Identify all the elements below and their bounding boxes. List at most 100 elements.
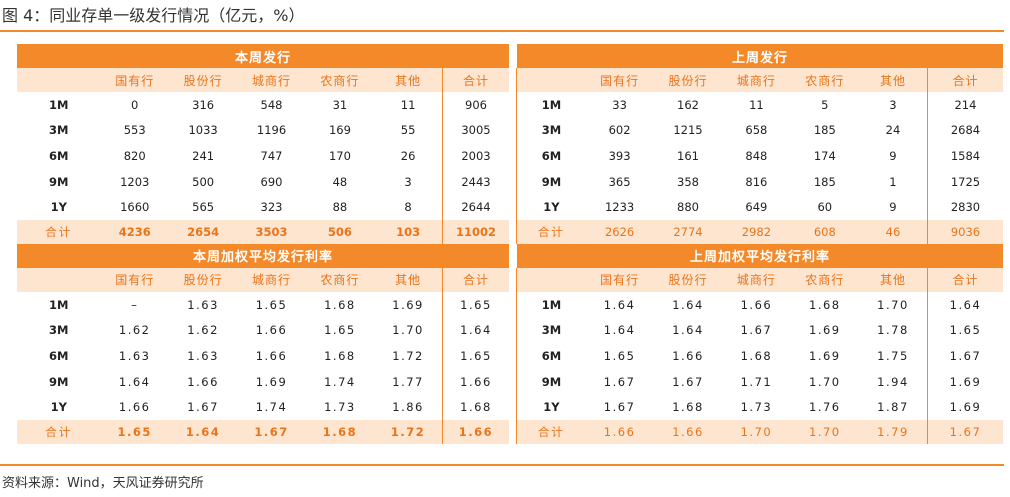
row-label: 6M — [49, 348, 69, 363]
table-row: 6M 820 241 747 170 26 2003 6M 393 161 848 174 9 1584 — [17, 143, 1003, 169]
value-cell: 1.69 — [255, 374, 288, 389]
value-cell: 9 — [889, 200, 897, 215]
value-cell: 1.68 — [324, 348, 356, 363]
value-cell: 1.77 — [392, 374, 424, 389]
value-cell: 241 — [192, 148, 215, 163]
value-cell: 365 — [608, 174, 631, 189]
value-cell: 1.64 — [603, 297, 636, 312]
column-header-blank — [516, 267, 586, 292]
column-header: 其他 — [859, 68, 928, 92]
value-cell: 906 — [442, 92, 509, 118]
column-header: 合计 — [442, 267, 509, 292]
table-row: 9M 1203 500 690 48 3 2443 9M 365 358 816 185 1 1725 — [17, 168, 1003, 195]
column-header: 股份行 — [168, 68, 238, 92]
value-cell: 358 — [677, 174, 699, 189]
value-cell: 1.67 — [926, 343, 1003, 369]
total-value: 46 — [859, 219, 928, 244]
value-cell: 1.69 — [926, 368, 1003, 395]
value-cell: 1033 — [188, 123, 218, 138]
value-cell: 1203 — [120, 174, 150, 189]
total-value: 103 — [374, 219, 443, 244]
column-header: 股份行 — [168, 267, 238, 292]
section-header-this-week: 本周发行 — [17, 44, 509, 68]
value-cell: 2003 — [442, 143, 509, 169]
value-cell: 649 — [745, 200, 768, 215]
value-cell: 1.67 — [672, 374, 704, 389]
value-cell: 1.69 — [809, 348, 841, 363]
value-cell: 1.66 — [187, 374, 219, 389]
total-label: 合计 — [516, 419, 586, 444]
total-value: 1.70 — [722, 419, 791, 444]
row-label: 1Y — [516, 394, 586, 420]
value-cell: 1.69 — [926, 394, 1003, 420]
row-label: 1Y — [516, 194, 586, 220]
value-cell: 8 — [404, 200, 412, 215]
total-row: 合计 1.65 1.64 1.67 1.68 1.72 1.66 合计 1.66 1.66 1.70… — [17, 419, 1003, 444]
value-cell: 88 — [332, 200, 348, 215]
column-header: 其他 — [859, 267, 928, 292]
value-cell: 1.66 — [442, 368, 509, 395]
value-cell: 500 — [192, 174, 215, 189]
total-value: 608 — [790, 219, 860, 244]
row-label: 3M — [516, 117, 586, 144]
total-label: 合计 — [17, 219, 101, 244]
value-cell: 1.75 — [877, 348, 909, 363]
value-cell: 816 — [745, 174, 768, 189]
table-row: 9M 1.64 1.66 1.69 1.74 1.77 1.66 9M 1.67 1.67 1.71… — [17, 368, 1003, 395]
value-cell: 393 — [608, 148, 631, 163]
row-label: 6M — [49, 148, 69, 163]
total-value: 3503 — [237, 219, 306, 244]
source-note: 资料来源：Wind，天风证券研究所 — [2, 476, 204, 491]
column-header: 农商行 — [790, 267, 860, 292]
value-cell: 1.65 — [926, 317, 1003, 344]
value-cell: 214 — [926, 92, 1003, 118]
row-label: 1Y — [50, 200, 67, 215]
value-cell: 60 — [817, 200, 833, 215]
value-cell: 880 — [677, 200, 699, 215]
column-header: 城商行 — [722, 267, 791, 292]
value-cell: 1.64 — [118, 374, 151, 389]
gap-cell — [508, 44, 517, 68]
section-header-last-week: 上周加权平均发行利率 — [516, 243, 1003, 268]
value-cell: 1196 — [256, 123, 287, 138]
column-header: 股份行 — [653, 267, 723, 292]
total-value: 1.67 — [237, 419, 306, 444]
total-value: 1.65 — [100, 419, 169, 444]
total-value: 9036 — [926, 219, 1003, 244]
gap-cell — [508, 267, 517, 292]
value-cell: 1.62 — [118, 323, 151, 338]
value-cell: 1.67 — [187, 400, 219, 415]
value-cell: 1.68 — [740, 348, 773, 363]
value-cell: 1.74 — [255, 400, 288, 415]
column-header: 国有行 — [100, 68, 169, 92]
value-cell: 1.66 — [672, 348, 704, 363]
total-label: 合计 — [516, 219, 586, 244]
row-label: 6M — [516, 343, 586, 369]
row-label: 9M — [516, 368, 586, 395]
table-row: 1M 0 316 548 31 11 906 1M 33 162 11 5 3 214 — [17, 92, 1003, 118]
total-value: 1.70 — [790, 419, 860, 444]
column-header: 城商行 — [237, 267, 306, 292]
total-value: 11002 — [442, 219, 509, 244]
value-cell: 1.70 — [877, 297, 909, 312]
value-cell: 1584 — [926, 143, 1003, 169]
value-cell: 1.65 — [442, 291, 509, 318]
section-header-row: 本周加权平均发行利率 上周加权平均发行利率 — [17, 243, 1003, 268]
table-row: 1Y 1.66 1.67 1.74 1.73 1.86 1.68 1Y 1.67 1.68 1.73… — [17, 394, 1003, 420]
column-header: 合计 — [926, 267, 1003, 292]
value-cell: 5 — [821, 97, 829, 112]
value-cell: 848 — [745, 148, 768, 163]
total-value: 1.66 — [585, 419, 654, 444]
value-cell: 185 — [813, 123, 836, 138]
value-cell: 1.71 — [740, 374, 773, 389]
value-cell: 1.66 — [118, 400, 151, 415]
value-cell: 1.62 — [187, 323, 219, 338]
value-cell: 2830 — [926, 194, 1003, 220]
value-cell: 3 — [889, 97, 897, 112]
total-value: 1.79 — [859, 419, 928, 444]
value-cell: 162 — [677, 97, 699, 112]
value-cell: 747 — [260, 148, 283, 163]
total-value: 1.72 — [374, 419, 443, 444]
value-cell: 1.64 — [926, 291, 1003, 318]
total-value: 4236 — [100, 219, 169, 244]
